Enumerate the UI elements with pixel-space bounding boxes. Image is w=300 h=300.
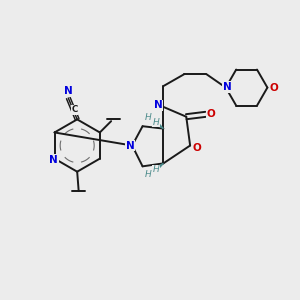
Text: H: H xyxy=(145,113,151,122)
Text: N: N xyxy=(64,86,73,96)
Text: O: O xyxy=(192,143,201,153)
Text: N: N xyxy=(223,82,231,92)
Text: N: N xyxy=(154,100,162,110)
Text: H: H xyxy=(153,165,159,174)
Text: N: N xyxy=(126,140,135,151)
Text: C: C xyxy=(71,105,78,114)
Polygon shape xyxy=(152,164,164,173)
Text: O: O xyxy=(207,109,215,119)
Text: H: H xyxy=(145,169,151,178)
Text: N: N xyxy=(49,154,58,164)
Text: O: O xyxy=(270,82,278,93)
Text: H: H xyxy=(153,118,159,127)
Polygon shape xyxy=(152,119,164,129)
